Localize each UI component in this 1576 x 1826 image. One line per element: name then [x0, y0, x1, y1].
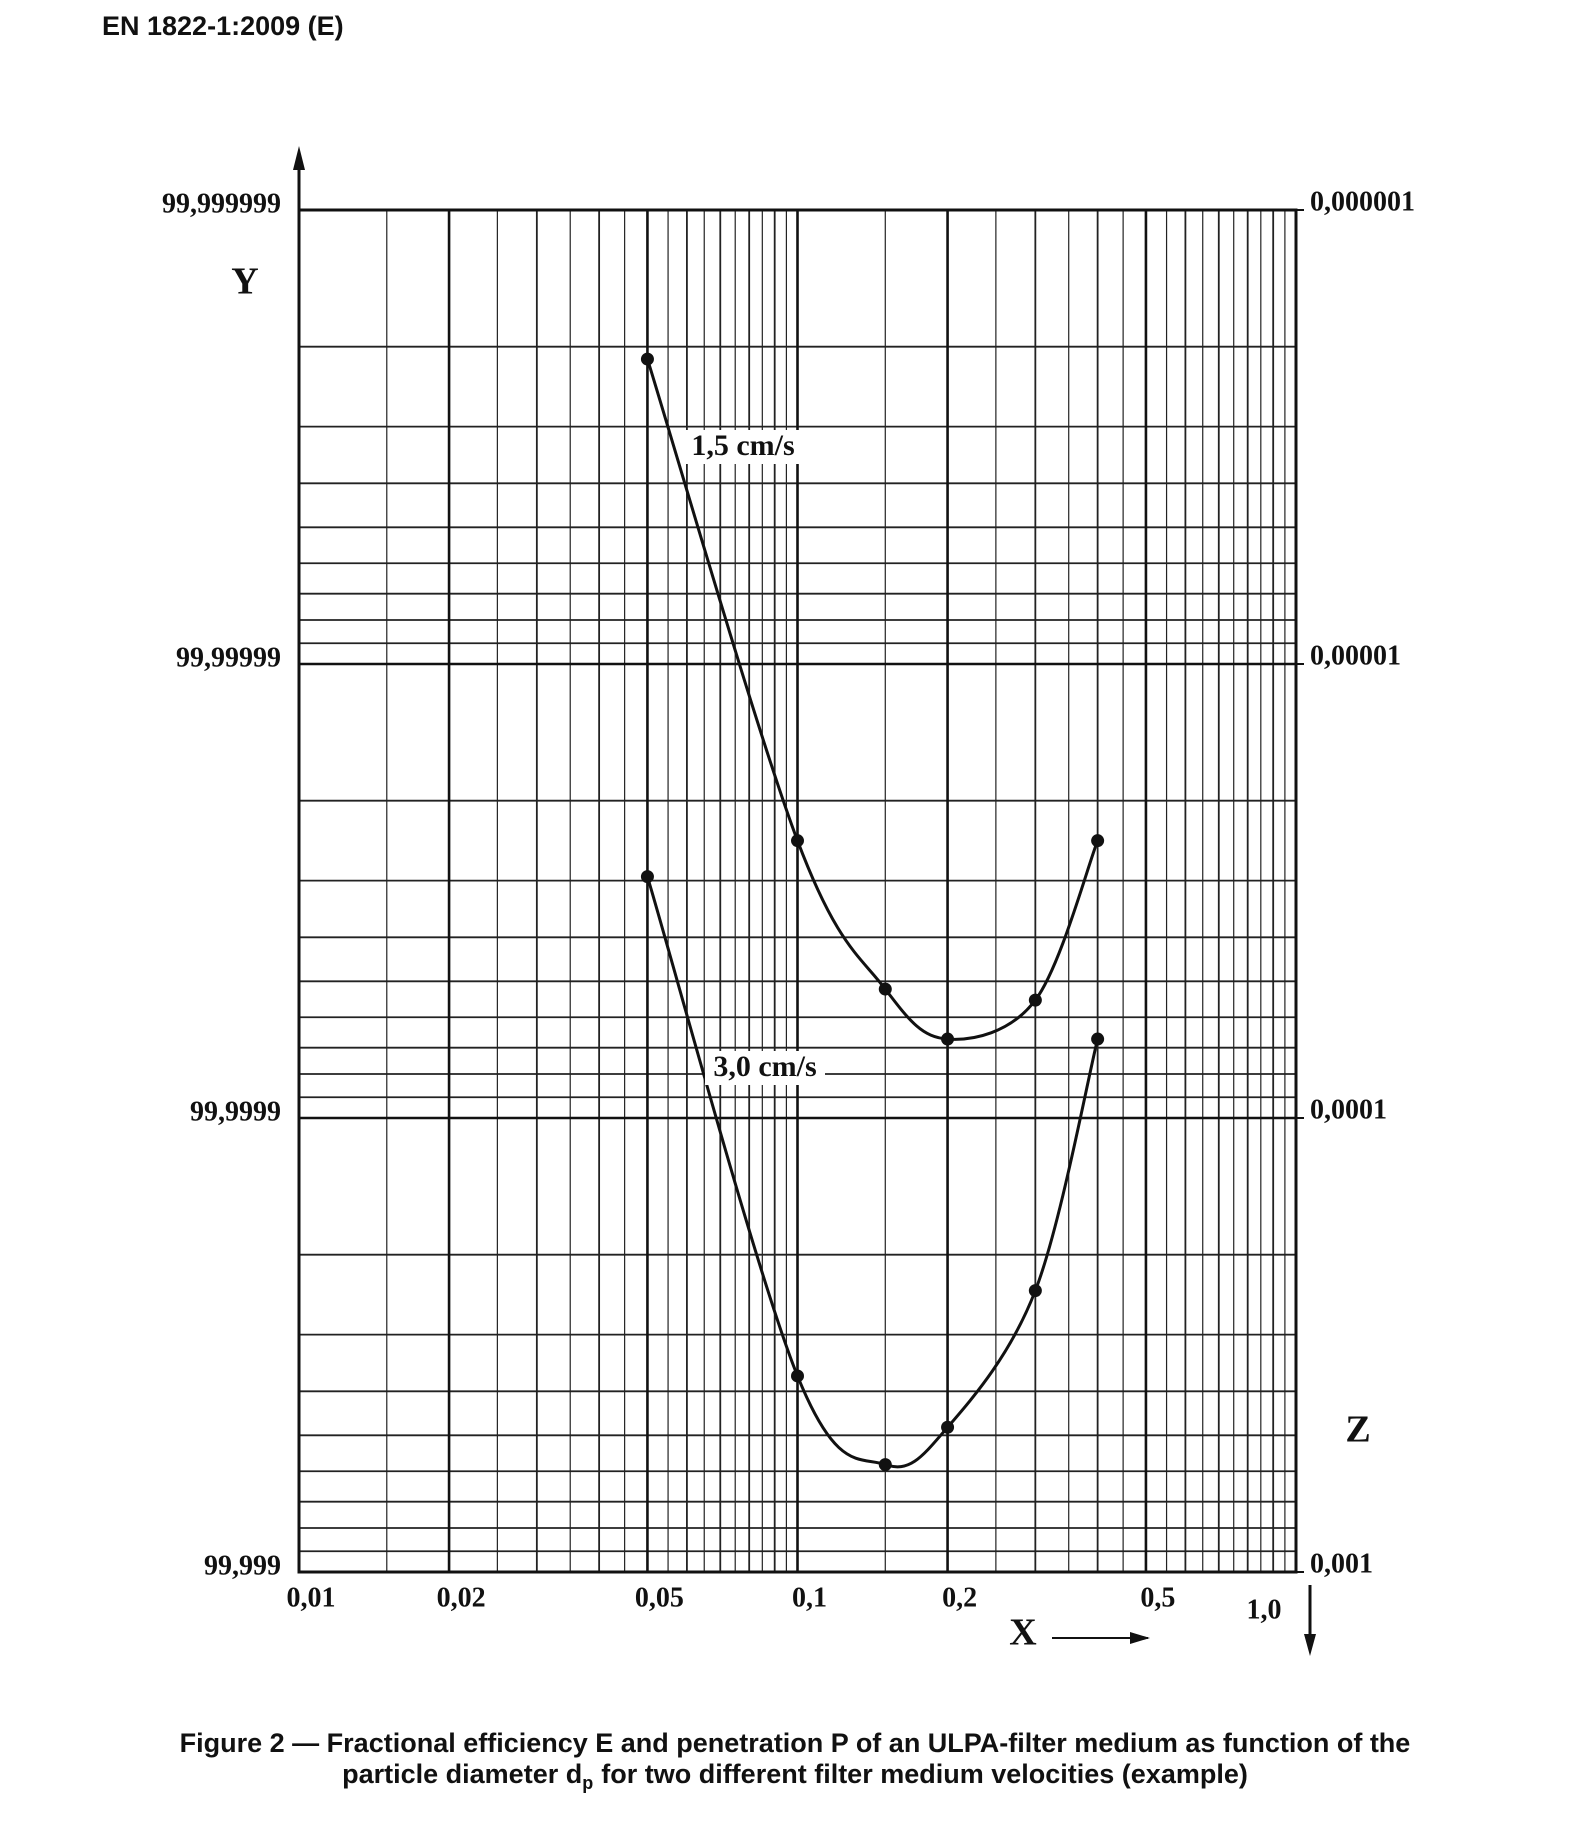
caption-line: particle diameter dp for two different fi… [342, 1759, 1248, 1793]
data-point [878, 1458, 892, 1472]
caption-subscript: p [582, 1773, 593, 1793]
x-tick-label: 0,1 [792, 1582, 827, 1613]
y-axis-label: Y [231, 261, 258, 303]
series-label: 3,0 cm/s [713, 1050, 816, 1083]
caption-text: for two different filter medium velociti… [601, 1759, 1248, 1789]
data-point [1091, 1032, 1105, 1046]
caption-line: Figure 2 — Fractional efficiency E and p… [180, 1728, 1411, 1758]
y2-tick-label: 0,0001 [1310, 1094, 1387, 1125]
x-tick-label: 0,01 [287, 1582, 336, 1613]
curve [646, 876, 1100, 1469]
plot-frame [297, 208, 1298, 1574]
x-tick-label: 0,05 [635, 1582, 684, 1613]
x-tick-label: 0,2 [942, 1582, 977, 1613]
data-point [941, 1420, 955, 1434]
y-tick-label: 99,999 [204, 1550, 281, 1581]
y2-tick-label: 0,00001 [1310, 640, 1401, 671]
x-axis-label: X [1009, 1612, 1036, 1654]
data-point [791, 1369, 804, 1383]
label-bg [705, 1051, 825, 1085]
y2-arrow-head [1304, 1634, 1316, 1656]
data-point [1028, 993, 1042, 1007]
data-point [640, 870, 654, 884]
data-point [878, 982, 892, 996]
label-bg [683, 430, 803, 464]
data-point [640, 352, 654, 366]
x-arrow-head [1130, 1632, 1150, 1644]
y-tick-label: 99,99999 [176, 642, 281, 673]
series-label: 1,5 cm/s [691, 429, 794, 462]
y-arrow-head [293, 146, 305, 170]
caption: Figure 2 — Fractional efficiency E and p… [180, 1728, 1411, 1793]
data-point [1028, 1284, 1042, 1298]
y-tick-label: 99,999999 [162, 188, 281, 219]
caption-text: particle diameter d [342, 1759, 582, 1789]
y2-tick-label: 0,000001 [1310, 186, 1415, 217]
data-point [1091, 834, 1105, 848]
x-tick-label: 0,02 [437, 1582, 486, 1613]
header-title: EN 1822-1:2009 (E) [102, 11, 344, 41]
data-point [791, 834, 804, 848]
x-tick-label: 1,0 [1247, 1594, 1282, 1625]
y2-axis-label: Z [1345, 1409, 1370, 1451]
data-point [941, 1032, 955, 1046]
x-tick-label: 0,5 [1140, 1582, 1175, 1613]
y-tick-label: 99,9999 [190, 1096, 281, 1127]
y2-tick-label: 0,001 [1310, 1548, 1373, 1579]
